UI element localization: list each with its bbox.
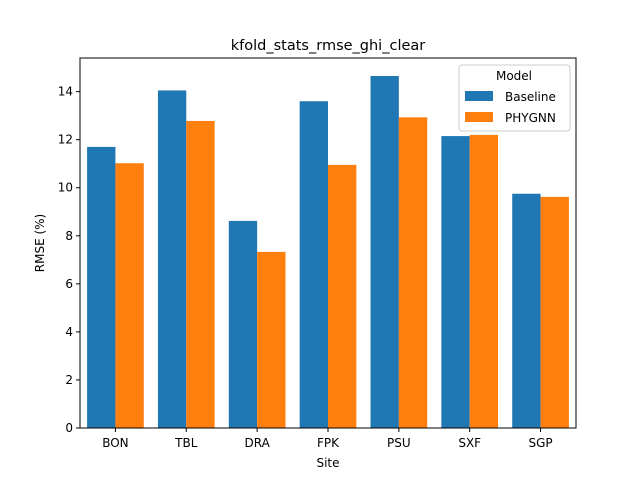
y-axis-label: RMSE (%) (33, 214, 47, 272)
bar-baseline-bon (87, 146, 116, 428)
bar-baseline-psu (370, 76, 399, 429)
legend-swatch-baseline (465, 91, 493, 101)
y-tick-label: 4 (65, 325, 73, 339)
y-tick-label: 0 (65, 421, 73, 435)
x-tick-label: SGP (528, 436, 552, 450)
bar-baseline-sgp (512, 193, 541, 428)
bar-phygnn-sxf (469, 134, 499, 428)
legend-title: Model (496, 69, 532, 83)
plot-frame (79, 57, 577, 429)
bar-baseline-sxf (441, 136, 470, 428)
legend-swatch-phygnn (465, 112, 493, 122)
x-tick-label: FPK (317, 436, 340, 450)
x-axis: BON TBL DRA FPK PSU SXF SGP (102, 428, 553, 450)
y-tick-label: 10 (58, 181, 73, 195)
bar-phygnn-bon (115, 163, 144, 429)
x-axis-label: Site (316, 456, 339, 470)
bar-baseline-dra (228, 220, 258, 428)
bar-baseline-tbl (157, 90, 187, 428)
bars-group (87, 76, 569, 429)
x-tick-label: SXF (458, 436, 481, 450)
x-tick-label: TBL (174, 436, 198, 450)
legend: Model Baseline PHYGNN (458, 64, 571, 132)
bar-phygnn-fpk (328, 164, 357, 429)
y-tick-label: 6 (65, 277, 73, 291)
chart-title: kfold_stats_rmse_ghi_clear (231, 38, 426, 54)
bar-baseline-fpk (299, 101, 328, 428)
x-tick-label: BON (102, 436, 128, 450)
x-tick-label: DRA (244, 436, 270, 450)
legend-label-baseline: Baseline (505, 90, 556, 104)
y-tick-label: 2 (65, 373, 73, 387)
bar-phygnn-sgp (540, 196, 569, 428)
y-axis: 0 2 4 6 8 10 12 14 (58, 85, 80, 435)
x-tick-label: PSU (387, 436, 411, 450)
y-tick-label: 8 (65, 229, 73, 243)
y-tick-label: 12 (58, 133, 73, 147)
y-tick-label: 14 (58, 85, 73, 99)
bar-phygnn-tbl (186, 120, 215, 428)
bar-phygnn-psu (398, 117, 428, 428)
legend-label-phygnn: PHYGNN (505, 111, 556, 125)
bar-phygnn-dra (257, 251, 286, 428)
